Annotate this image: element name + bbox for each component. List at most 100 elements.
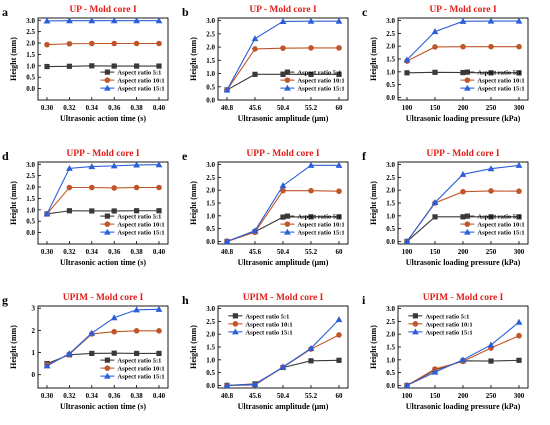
x-tick-label: 60 [336,248,344,256]
data-point-series-3 [431,199,439,206]
legend-marker [232,321,239,327]
data-point-series-3 [335,17,343,24]
y-tick-label: 2.0 [386,187,395,195]
y-tick-label: 0.5 [386,81,395,89]
panel-i: i UPIM - Mold core I 0.0 0.5 1.0 1.5 2.0 2.5 3.0… [362,293,529,411]
legend-label: Aspect ratio 10:1 [117,366,164,373]
y-tick-label: 0.5 [386,369,395,377]
x-tick-label: 100 [402,392,413,400]
data-point-series-3 [110,314,118,321]
data-point-series-1 [336,357,342,363]
y-tick-label: 3.0 [26,17,35,25]
data-point-series-3 [110,17,118,24]
data-point-series-3 [487,341,495,348]
data-point-series-3 [155,305,163,312]
data-point-series-2 [336,45,342,51]
x-tick-label: 45.6 [249,248,262,256]
data-point-series-3 [403,382,411,388]
x-tick-label: 300 [514,104,525,112]
data-point-series-3 [251,227,259,234]
legend-label: Aspect ratio 10:1 [297,78,344,85]
legend-marker [104,77,111,83]
data-point-series-2 [111,185,117,191]
panel-label: i [362,293,366,307]
data-point-series-1 [134,350,140,357]
y-tick-label: 1.0 [386,68,395,76]
data-point-series-1 [89,63,95,69]
y-tick-label: 2.0 [26,184,35,192]
y-tick-label: 1.0 [206,212,215,220]
data-point-series-2 [89,40,95,47]
legend-label: Aspect ratio 15:1 [245,329,292,336]
data-point-series-2 [133,184,140,191]
data-point-series-2 [66,184,73,191]
data-point-series-1 [44,63,50,70]
y-tick-label: 2.0 [26,40,35,48]
data-point-series-3 [431,368,439,375]
y-axis-label: Height (mm) [189,181,198,225]
data-point-series-1 [111,350,117,356]
data-point-series-2 [516,43,522,50]
y-tick-label: 3.0 [386,17,395,25]
data-point-series-2 [336,332,342,338]
x-tick-label: 50.4 [277,392,290,400]
y-tick-label: 2.0 [206,187,215,195]
x-tick-label: 0.34 [86,392,99,400]
data-point-series-2 [111,328,117,335]
data-point-series-1 [516,70,522,76]
data-point-series-3 [515,318,523,325]
x-tick-label: 250 [486,248,497,256]
data-point-series-1 [404,70,410,76]
panel-title: UPP - Mold core I [426,149,499,159]
series-line-2 [46,42,159,46]
legend-marker [284,221,291,227]
x-axis-label: Ultrasonic amplitude (μm) [238,402,329,411]
data-point-series-2 [156,328,162,334]
legend-marker [284,77,291,83]
data-point-series-2 [133,40,140,47]
data-point-series-3 [515,17,523,24]
y-tick-label: 2.0 [386,43,395,51]
y-tick-label: 3.0 [206,161,215,169]
y-tick-label: 0.5 [26,218,35,226]
panel-c: c UP - Mold core I 0.0 0.5 1.0 1.5 2.0 2.5 3.0 10… [362,5,529,123]
legend-marker [284,213,290,219]
x-tick-label: 40.8 [221,392,234,400]
panel-title: UPIM - Mold core I [63,293,144,303]
y-tick-label: 1.5 [26,51,35,59]
y-tick-label: 1.0 [386,212,395,220]
data-point-series-3 [431,28,439,35]
data-point-series-3 [133,17,140,24]
data-point-series-3 [279,363,287,370]
legend-label: Aspect ratio 15:1 [297,86,344,93]
y-tick-label: 2.5 [26,172,35,180]
y-tick-label: 2.0 [206,331,215,339]
x-tick-label: 0.32 [63,104,76,112]
y-tick-label: 1.5 [386,56,395,64]
y-axis-label: Height (mm) [9,181,18,225]
data-point-series-1 [280,71,286,77]
panel-title: UP - Mold core I [249,5,317,15]
data-point-series-1 [156,208,162,214]
data-point-series-2 [336,188,342,195]
data-point-series-2 [156,184,162,191]
data-point-series-1 [156,350,162,357]
panel-d: d UPP - Mold core I 0.0 0.5 1.0 1.5 2.0 2.5 3.0 0… [2,149,169,267]
y-tick-label: 0.0 [206,97,215,105]
data-point-series-2 [488,188,494,194]
legend-marker [412,321,419,327]
x-tick-label: 150 [430,392,441,400]
x-tick-label: 55.2 [305,104,318,112]
data-point-series-2 [308,187,314,194]
data-point-series-2 [252,46,258,52]
x-tick-label: 55.2 [305,248,318,256]
data-point-series-3 [133,161,140,168]
legend-marker [284,69,290,75]
y-tick-label: 2.5 [386,318,395,326]
y-tick-label: 3.0 [26,161,35,169]
y-tick-label: 0.0 [206,238,215,246]
x-tick-label: 200 [458,248,469,256]
legend-marker [412,328,419,335]
